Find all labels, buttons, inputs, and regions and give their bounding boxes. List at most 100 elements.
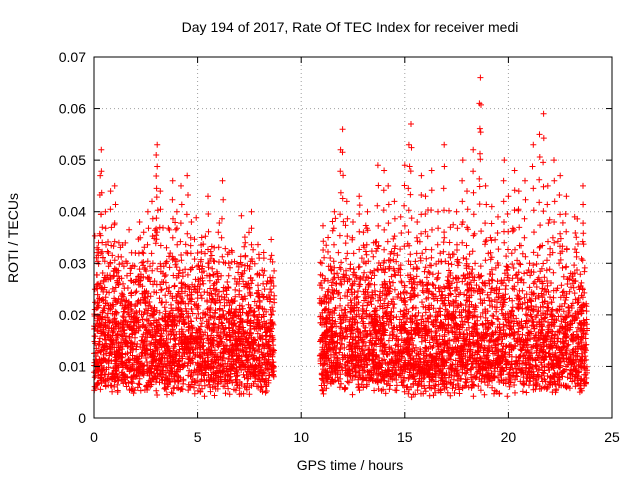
data-point [162,279,169,286]
data-point [266,292,272,298]
data-point [157,357,164,364]
data-point [330,276,337,283]
data-point [158,286,165,293]
data-point [209,324,216,331]
data-point [158,374,165,380]
data-point [131,387,138,394]
data-point [235,269,242,276]
data-point [106,325,113,332]
data-point [349,391,356,398]
data-point [96,341,103,348]
data-point [91,374,98,381]
data-point [147,331,154,338]
data-point [150,332,157,339]
data-point [143,327,150,334]
data-point [98,359,105,366]
data-point [240,390,247,397]
data-point [171,362,178,369]
data-point [200,241,207,248]
data-point [390,235,397,242]
data-point [153,307,160,314]
data-point [194,371,201,378]
data-point [123,383,130,390]
data-point [320,390,327,397]
data-point [180,319,187,325]
data-point [247,317,254,324]
data-point [250,246,257,253]
data-point [96,335,103,342]
data-point [519,388,526,395]
data-point [201,382,208,389]
data-point [99,367,106,374]
data-point [119,354,126,361]
data-point [129,352,136,359]
data-point [136,308,143,314]
data-point [155,328,162,334]
data-point [238,367,245,373]
data-point [130,390,137,397]
data-point [134,353,141,360]
data-point [441,234,448,241]
data-point [448,261,455,268]
data-point [356,202,363,209]
data-point [208,339,215,346]
data-point [118,369,125,376]
data-point [125,304,132,311]
data-point [198,256,205,263]
data-point [429,281,436,288]
data-point [175,288,182,295]
data-point [220,383,227,390]
data-point [137,387,144,394]
data-point [181,320,188,327]
data-point [189,324,196,331]
data-point [191,236,198,243]
data-point [128,379,135,385]
data-point [407,251,414,258]
data-point [179,361,185,368]
data-point [229,379,236,386]
data-point [334,270,341,277]
data-point [412,292,418,299]
data-point [94,380,101,387]
data-point [142,266,149,273]
data-point [329,218,336,225]
data-point [114,381,121,388]
data-point [239,333,246,340]
data-point [246,289,253,296]
data-point [161,304,168,311]
data-point [401,388,408,395]
data-point [182,282,189,289]
data-point [164,391,170,398]
data-point [186,323,193,330]
data-point [166,373,173,379]
data-point [220,330,227,337]
data-point [524,312,531,319]
data-point [251,260,258,267]
data-point [197,353,204,360]
data-point [126,226,133,233]
data-point [147,263,153,270]
data-point [209,265,216,272]
data-point [238,381,245,387]
data-point [166,313,173,320]
data-point [210,364,217,371]
data-point [121,318,128,325]
data-point [267,332,274,339]
data-point [150,310,157,317]
data-point [226,391,233,398]
data-point [385,337,392,344]
data-point [176,314,183,321]
data-point [533,261,540,267]
data-point [338,259,345,266]
data-point [112,284,119,291]
data-point [212,385,219,392]
data-point [152,336,159,343]
data-point [188,332,195,339]
data-point [263,388,270,394]
data-point [155,326,161,333]
data-point [174,299,181,306]
data-point [134,356,141,363]
data-point [238,261,245,268]
data-point [423,255,430,262]
data-point [136,381,143,388]
